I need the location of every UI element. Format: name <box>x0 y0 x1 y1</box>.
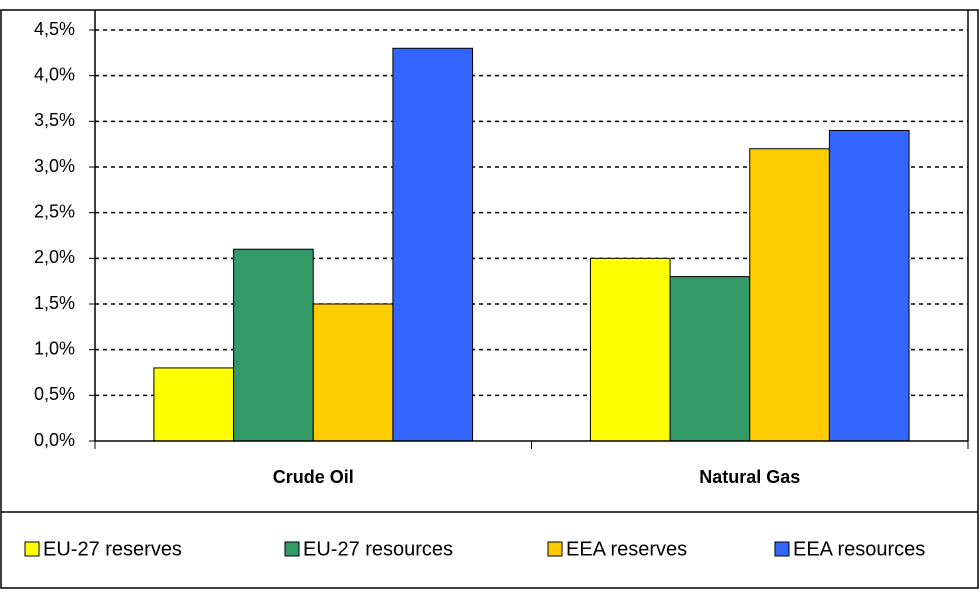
y-tick-label: 1,5% <box>34 293 75 313</box>
legend-label: EEA reserves <box>566 538 687 560</box>
bar <box>153 367 235 442</box>
bar <box>669 276 751 442</box>
bar <box>828 129 910 442</box>
y-tick-label: 2,5% <box>34 201 75 221</box>
legend-label: EU-27 reserves <box>43 538 182 560</box>
x-tick-label: Crude Oil <box>273 467 354 487</box>
chart-frame <box>0 9 979 589</box>
bar <box>749 148 830 442</box>
y-tick-label: 3,5% <box>34 110 75 130</box>
bar <box>589 257 671 442</box>
legend-swatch <box>547 541 563 557</box>
y-tick-label: 4,5% <box>34 19 75 39</box>
x-tick-label: Natural Gas <box>699 467 800 487</box>
y-tick-label: 2,0% <box>34 247 75 267</box>
bar <box>233 248 314 442</box>
legend-swatch <box>284 541 300 557</box>
legend-swatch <box>774 541 790 557</box>
y-tick-label: 0,5% <box>34 384 75 404</box>
y-tick-label: 4,0% <box>34 64 75 84</box>
bar <box>392 47 474 442</box>
legend-label: EEA resources <box>793 538 925 560</box>
y-tick-label: 0,0% <box>34 430 75 450</box>
legend-label: EU-27 resources <box>303 538 453 560</box>
bar <box>312 303 394 442</box>
y-tick-label: 1,0% <box>34 338 75 358</box>
legend-swatch <box>24 541 40 557</box>
y-tick-label: 3,0% <box>34 156 75 176</box>
